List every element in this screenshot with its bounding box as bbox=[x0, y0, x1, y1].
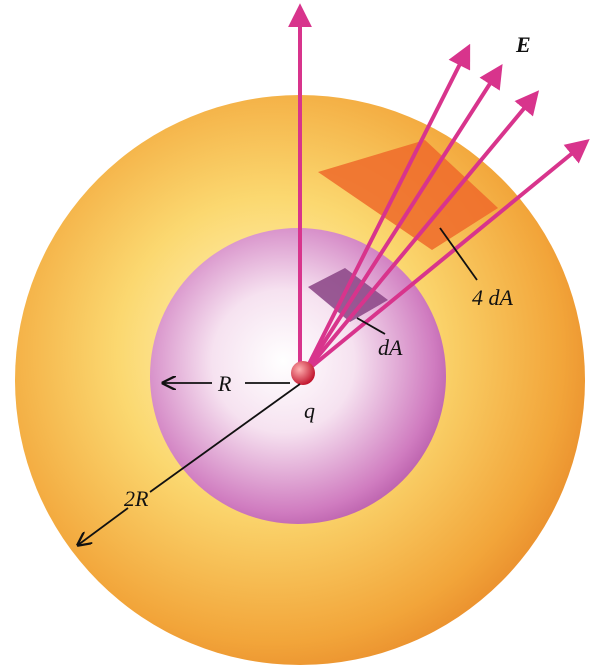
inner-area-label: dA bbox=[378, 335, 403, 360]
inner-radius-label: R bbox=[217, 371, 232, 396]
charge-label: q bbox=[304, 398, 315, 423]
field-label: E bbox=[515, 32, 531, 57]
charge bbox=[291, 361, 315, 385]
diagram: E 4 dA dA R q 2R bbox=[0, 0, 590, 666]
outer-area-label: 4 dA bbox=[472, 285, 514, 310]
outer-radius-label: 2R bbox=[124, 486, 149, 511]
